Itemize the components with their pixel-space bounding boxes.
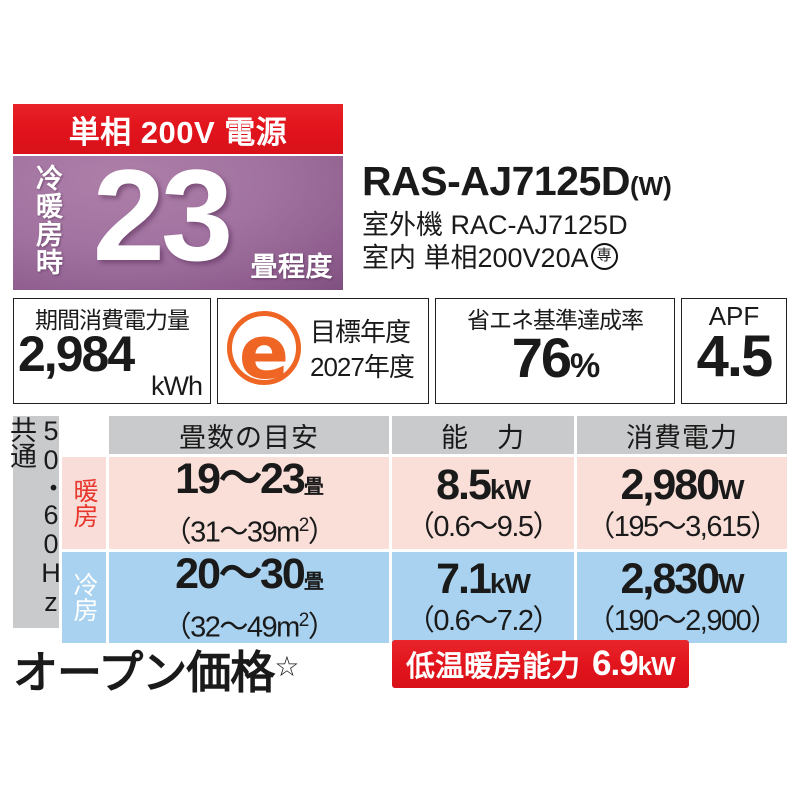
cooling-capacity-main-line: 7.1kW (436, 555, 531, 606)
lowtemp-heating-badge: 低温暖房能力 6.9kW (392, 640, 689, 688)
cooling-tatami-unit: 畳 (303, 570, 324, 593)
annual-consumption-unit: kWh (151, 371, 203, 401)
annual-consumption-box: 期間消費電力量 2,984 kWh (13, 298, 211, 404)
heating-power-sub: （195～3,615） (586, 510, 779, 543)
tatami-unit: 畳程度 (250, 252, 333, 282)
apf-box: APF 4.5 (681, 298, 787, 404)
lowtemp-heating-value-line: 6.9kW (592, 644, 676, 684)
table-row-heating: 暖房 19～23畳 （31～39m2） 8.5kW （0.6～9.5） (62, 457, 787, 549)
heating-capacity-main: 8.5 (436, 460, 492, 509)
target-year-box: e 目標年度 2027年度 (217, 298, 429, 404)
model-name: RAS-AJ7125D (362, 158, 630, 204)
indoor-power-line: 室内 単相200V20A 専 (362, 242, 792, 275)
cooling-capacity-main: 7.1 (436, 555, 492, 604)
header-spacer (62, 416, 106, 454)
mode-text-cooling: 冷房 (70, 572, 98, 623)
energy-saving-e-mark-icon: e (227, 310, 305, 396)
target-year-line2: 2027年度 (310, 352, 415, 382)
header-tatami: 畳数の目安 (109, 416, 389, 454)
cooling-tatami-main-line: 20～30畳 (175, 549, 324, 605)
efficiency-rate-value: 76 (511, 326, 572, 389)
lowtemp-heating-label: 低温暖房能力 (406, 651, 581, 683)
target-year-text: 目標年度 2027年度 (310, 315, 415, 385)
cooling-capacity-unit: kW (489, 568, 531, 600)
cell-cooling-power: 2,830W （190～2,900） (577, 551, 787, 644)
heating-tatami-main-line: 19～23畳 (175, 455, 324, 510)
apf-caption: APF (708, 301, 760, 331)
cooling-tatami-sub: （32～49m2） (162, 609, 337, 644)
table-row-cooling: 冷房 20～30畳 （32～49m2） 7.1kW （0.6～7.2） (62, 549, 787, 644)
cooling-power-main-line: 2,830W (620, 555, 744, 606)
heating-tatami-unit: 畳 (303, 476, 324, 498)
model-info: RAS-AJ7125D(W) 室外機 RAC-AJ7125D 室内 単相200V… (362, 158, 792, 275)
header-power: 消費電力 (577, 416, 787, 454)
e-mark-ring (227, 311, 301, 385)
cooling-capacity-sub: （0.6～7.2） (405, 605, 562, 638)
dedicated-circuit-icon: 専 (590, 243, 618, 270)
efficiency-rate-value-line: 76% (436, 325, 674, 390)
heating-power-main: 2,980 (620, 460, 720, 509)
model-name-line: RAS-AJ7125D(W) (362, 158, 792, 209)
open-price-label: オープン価格 (13, 647, 275, 698)
tatami-mode-label: 冷暖房時 (32, 164, 62, 276)
energy-info-row: 期間消費電力量 2,984 kWh e 目標年度 2027年度 省エネ基準達成率… (13, 298, 787, 404)
efficiency-rate-unit: % (570, 347, 600, 385)
header-capacity: 能 力 (392, 416, 574, 454)
cooling-power-unit: W (718, 568, 744, 600)
heating-tatami-main: 19～23 (175, 455, 306, 503)
spec-table: 50・60Hz共通 畳数の目安 能 力 消費電力 暖房 19～23畳 （31～3… (6, 416, 787, 644)
tatami-value: 23 (92, 142, 234, 288)
indoor-power-text: 室内 単相200V20A (362, 243, 589, 273)
mode-text-heating: 暖房 (70, 477, 98, 528)
apf-value: 4.5 (696, 324, 774, 389)
spec-grid: 畳数の目安 能 力 消費電力 暖房 19～23畳 （31～39m2） 8.5kW (62, 416, 787, 644)
open-price-text: オープン価格☆ (13, 636, 299, 701)
frequency-column: 50・60Hz共通 (6, 416, 66, 628)
heating-capacity-unit: kW (489, 473, 531, 505)
heating-capacity-sub: （0.6～9.5） (405, 510, 562, 543)
cooling-power-sub: （190～2,900） (586, 605, 779, 638)
model-color-suffix: (W) (629, 171, 672, 201)
tatami-size-box: 冷暖房時 23 畳程度 (13, 142, 343, 290)
mode-label-heating: 暖房 (62, 457, 106, 549)
cell-heating-capacity: 8.5kW （0.6～9.5） (392, 457, 574, 549)
heating-tatami-sub: （31～39m2） (162, 515, 337, 549)
annual-consumption-value: 2,984 (18, 326, 135, 382)
mode-label-cooling: 冷房 (62, 551, 106, 644)
power-supply-banner: 単相 200V 電源 (13, 104, 343, 154)
lowtemp-heating-value: 6.9 (592, 644, 639, 683)
outdoor-unit-line: 室外機 RAC-AJ7125D (362, 210, 628, 240)
cell-cooling-capacity: 7.1kW （0.6～7.2） (392, 551, 574, 644)
cell-heating-power: 2,980W （195～3,615） (577, 457, 787, 549)
annual-consumption-caption: 期間消費電力量 (35, 307, 190, 333)
efficiency-rate-caption: 省エネ基準達成率 (467, 307, 644, 333)
frequency-label: 50・60Hz共通 (6, 416, 66, 616)
open-price-star-icon: ☆ (274, 651, 299, 682)
cooling-power-main: 2,830 (620, 555, 720, 604)
e-mark-letter: e (238, 310, 290, 396)
cell-heating-tatami: 19～23畳 （31～39m2） (109, 457, 389, 549)
cooling-tatami-main: 20～30 (175, 549, 306, 598)
target-year-line1: 目標年度 (310, 317, 411, 347)
heating-power-unit: W (718, 473, 744, 505)
efficiency-rate-box: 省エネ基準達成率 76% (435, 298, 675, 404)
spec-table-header: 畳数の目安 能 力 消費電力 (62, 416, 787, 454)
heating-power-main-line: 2,980W (620, 460, 744, 512)
cell-cooling-tatami: 20～30畳 （32～49m2） (109, 549, 389, 644)
lowtemp-heating-unit: kW (637, 651, 676, 681)
heating-capacity-main-line: 8.5kW (436, 460, 531, 512)
power-supply-text: 単相 200V 電源 (68, 114, 288, 150)
